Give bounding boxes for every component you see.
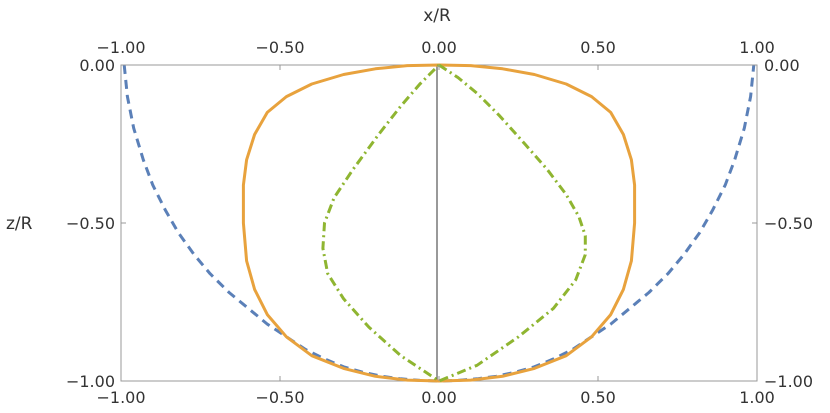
x-tick-label-top: −1.00 bbox=[96, 38, 145, 57]
x-tick-label-bottom: 1.00 bbox=[739, 388, 775, 407]
x-tick-label-top: 0.00 bbox=[421, 38, 457, 57]
x-axis-title: x/R bbox=[423, 6, 451, 26]
x-tick-label-bottom: 0.50 bbox=[580, 388, 616, 407]
x-tick-label-top: 0.50 bbox=[580, 38, 616, 57]
x-tick-label-bottom: −1.00 bbox=[96, 388, 145, 407]
y-tick-label-left: −1.00 bbox=[66, 372, 115, 391]
x-tick-label-top: −0.50 bbox=[255, 38, 304, 57]
series-line-3 bbox=[321, 63, 587, 383]
tick-layer: −1.00−1.00−0.50−0.500.000.000.500.501.00… bbox=[66, 38, 813, 407]
y-tick-label-left: −0.50 bbox=[66, 214, 115, 233]
y-axis-title: z/R bbox=[6, 214, 33, 234]
y-tick-label-right: 0.00 bbox=[764, 56, 800, 75]
plot-frame bbox=[120, 64, 758, 382]
x-tick-label-bottom: 0.00 bbox=[421, 388, 457, 407]
x-tick-label-bottom: −0.50 bbox=[255, 388, 304, 407]
y-tick-label-right: −0.50 bbox=[764, 214, 813, 233]
series-line-1 bbox=[122, 64, 756, 383]
series-layer bbox=[122, 63, 756, 383]
y-tick-label-right: −1.00 bbox=[764, 372, 813, 391]
y-tick-label-left: 0.00 bbox=[79, 56, 115, 75]
series-line-2 bbox=[241, 63, 637, 383]
x-tick-label-top: 1.00 bbox=[739, 38, 775, 57]
